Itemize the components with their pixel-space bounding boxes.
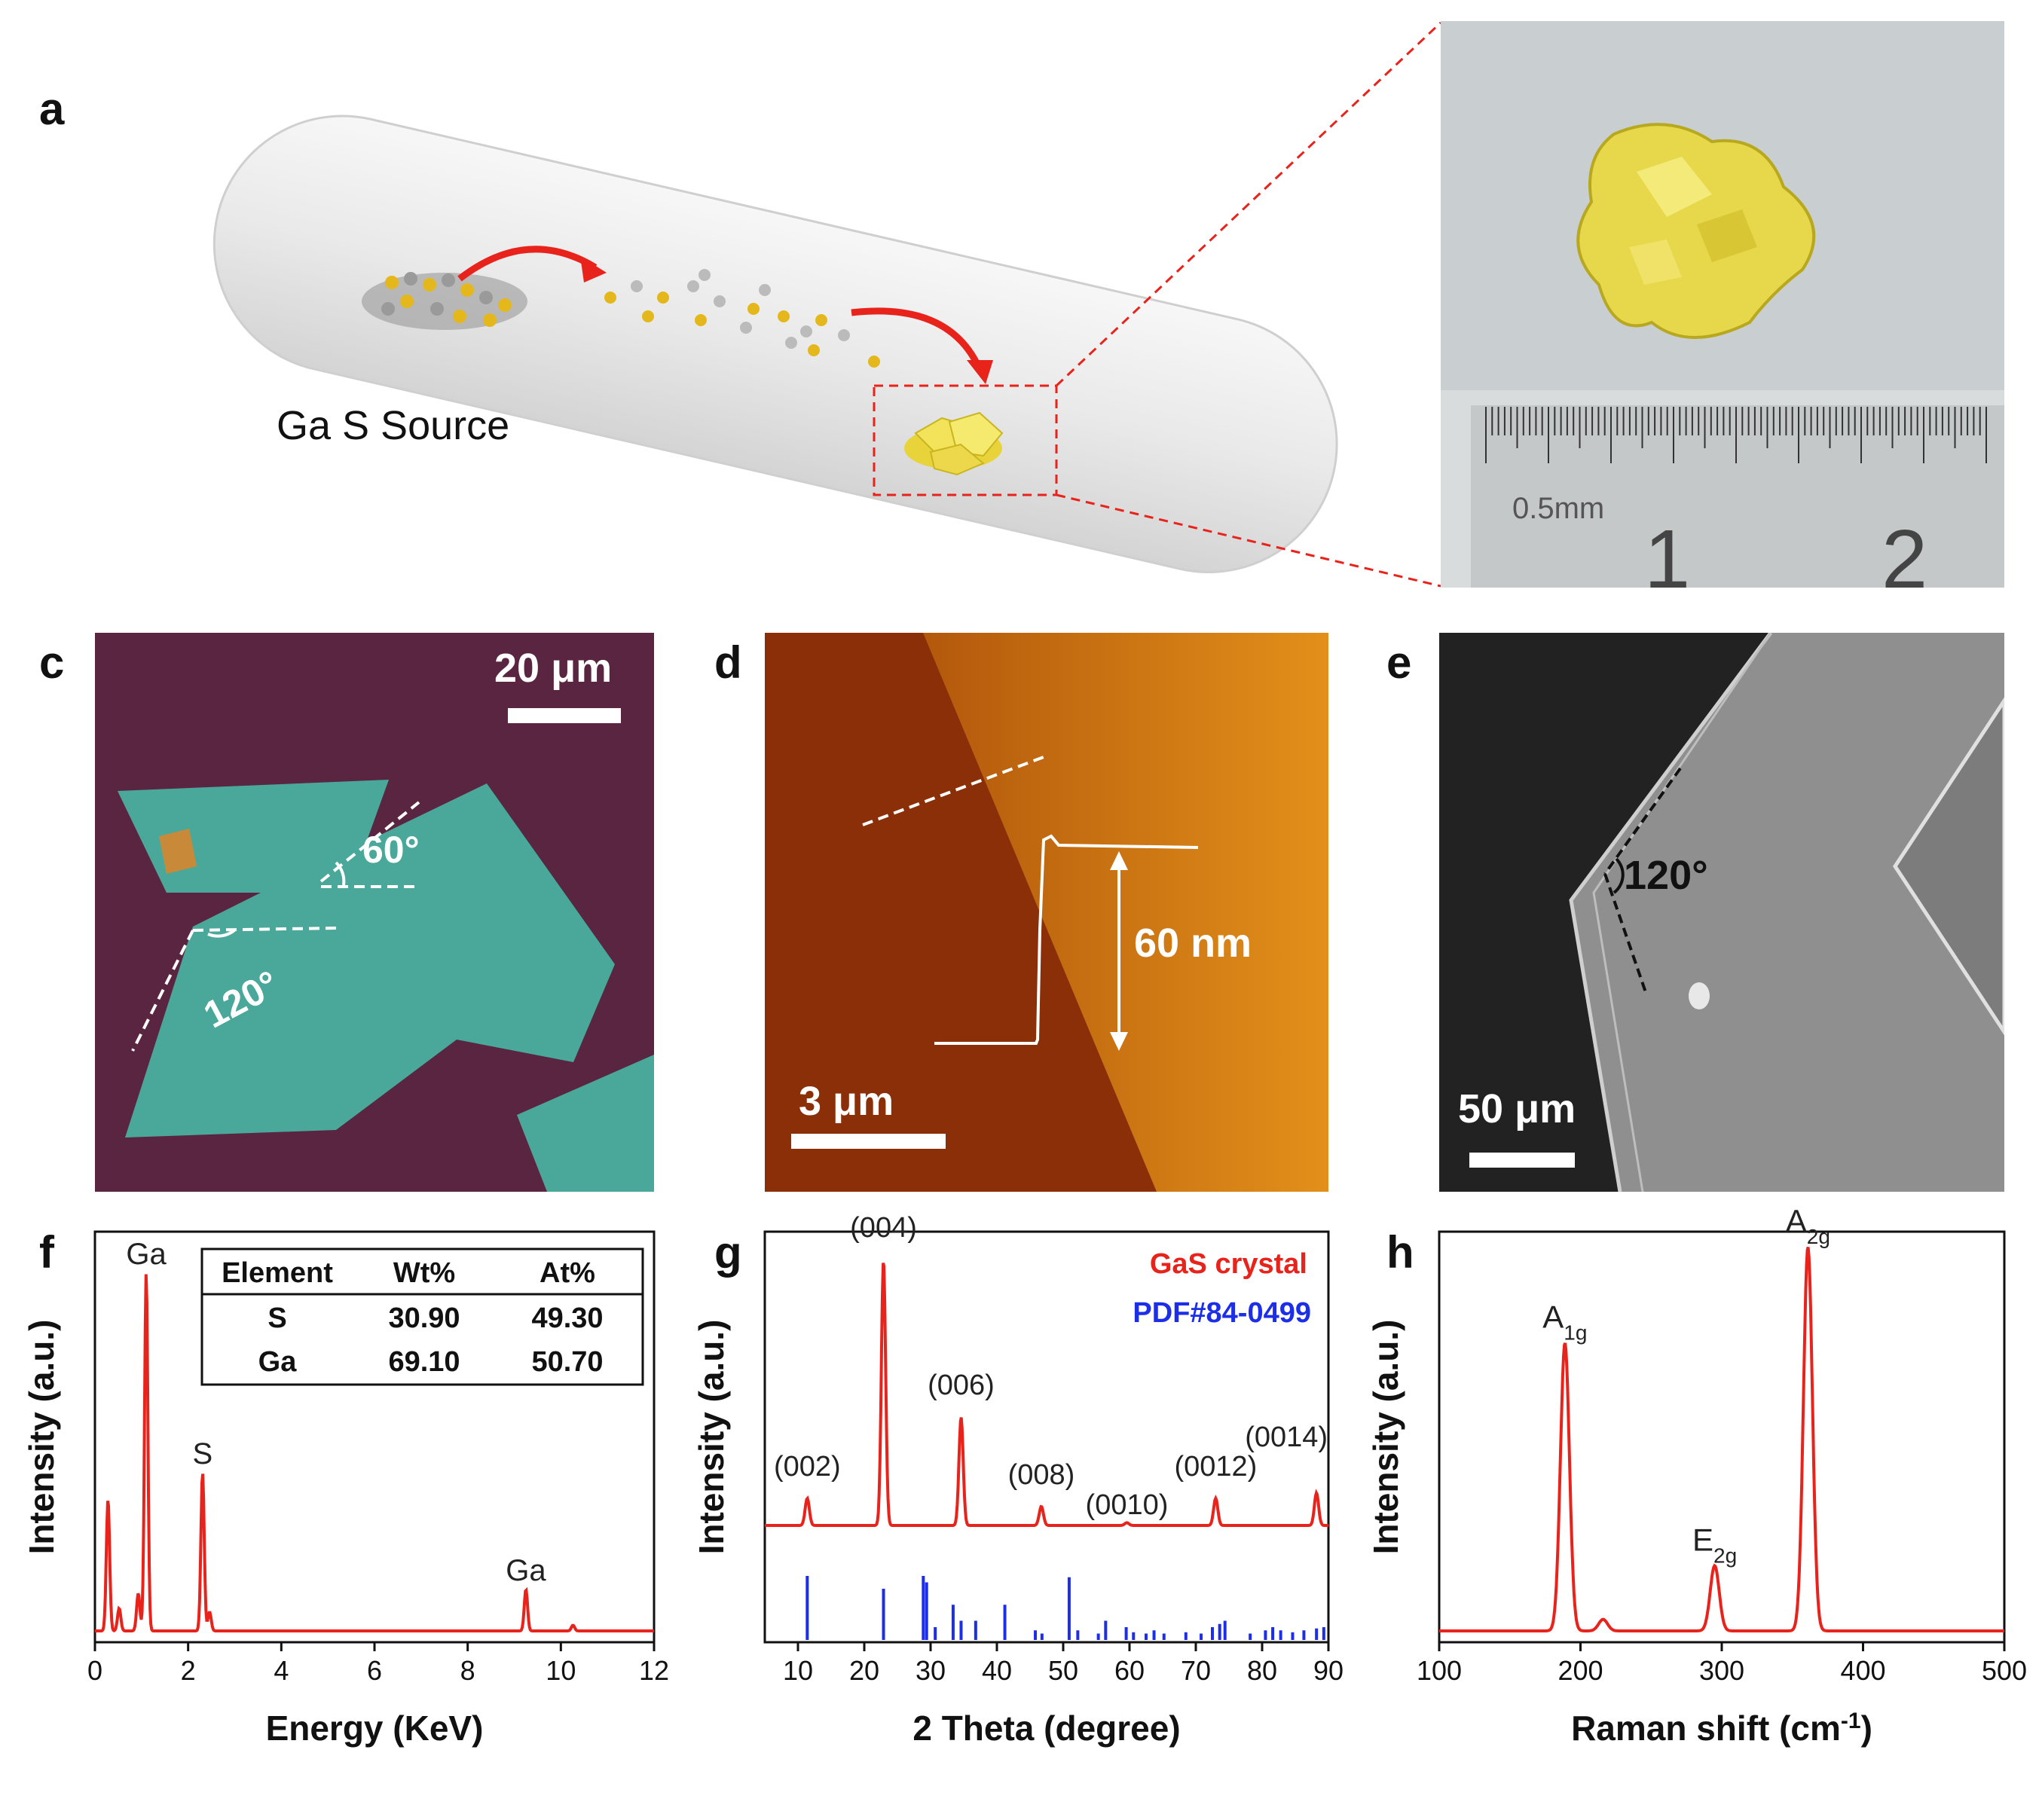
ruler-number-2: 2: [1882, 513, 1927, 588]
chart-f-tick-label: 12: [639, 1655, 669, 1686]
chart-f-tick-label: 4: [274, 1655, 289, 1686]
chart-g-peak-label: (006): [928, 1370, 995, 1401]
chart-h-xlabel: Raman shift (cm-1): [1571, 1709, 1872, 1748]
panel-letter-h: h: [1386, 1227, 1414, 1278]
vapor-particles: [604, 269, 880, 368]
chart-h-tick-label: 500: [1982, 1655, 2027, 1686]
chart-h-tick-label: 300: [1699, 1655, 1744, 1686]
chart-g-peak-label: (0014): [1245, 1421, 1328, 1453]
panel-letter-a: a: [39, 84, 65, 134]
chart-f-table-cell: 30.90: [388, 1302, 460, 1334]
chart-f-ylabel: Intensity (a.u.): [22, 1320, 61, 1555]
scale-bar: [508, 708, 621, 723]
chart-f-tick-label: 6: [367, 1655, 382, 1686]
scale-bar-label: 3 μm: [799, 1079, 894, 1124]
chart-f-tick-label: 2: [181, 1655, 196, 1686]
ruler-number-1: 1: [1644, 513, 1690, 588]
chart-f-peak-label: Ga: [506, 1554, 546, 1587]
scale-bar-label: 20 μm: [494, 646, 612, 691]
chart-h-tick-label: 400: [1840, 1655, 1885, 1686]
ruler: 0.5mm 1 2: [1471, 405, 2004, 588]
chart-h-peak-label: A2g: [1786, 1205, 1830, 1248]
chart-g-tick-label: 60: [1114, 1655, 1145, 1686]
chart-g-peak-label: (0010): [1086, 1489, 1169, 1521]
chart-g-legend-crystal: GaS crystal: [1150, 1248, 1307, 1280]
chart-f-line: [95, 1274, 654, 1632]
chart-f-table-cell: Ga: [258, 1346, 298, 1378]
panel-b-photo: 0.5mm 1 2: [1441, 21, 2004, 588]
chart-g-peak-label: (004): [850, 1212, 917, 1244]
chart-g-tick-label: 30: [916, 1655, 946, 1686]
scale-bar: [791, 1134, 946, 1149]
chart-f-table-cell: 50.70: [531, 1346, 603, 1378]
chart-g-line: [765, 1263, 1328, 1527]
chart-f-table-header: At%: [540, 1257, 595, 1289]
arrow-1: [457, 246, 598, 282]
chart-g-tick-label: 90: [1313, 1655, 1344, 1686]
chart-f-tick-label: 0: [87, 1655, 102, 1686]
panel-letter-f: f: [39, 1227, 54, 1278]
angle-label: 120°: [1624, 853, 1708, 898]
chart-g-tick-label: 40: [982, 1655, 1012, 1686]
arrow-2: [851, 307, 983, 371]
scale-bar: [1469, 1153, 1575, 1168]
panel-c-optical: 60° 120° 20 μm: [95, 633, 654, 1192]
panel-letter-g: g: [714, 1227, 742, 1278]
crystal-cluster: [1576, 123, 1816, 339]
chart-f-table-header: Wt%: [393, 1257, 455, 1289]
height-label: 60 nm: [1134, 921, 1252, 966]
chart-g-tick-label: 80: [1247, 1655, 1277, 1686]
chart-h-ylabel: Intensity (a.u.): [1366, 1320, 1405, 1555]
chart-h-peak-label: E2g: [1692, 1522, 1737, 1567]
crystal-deposit: [904, 411, 1004, 476]
chart-g-tick-label: 10: [783, 1655, 813, 1686]
chart-g-legend-pdf: PDF#84-0499: [1133, 1297, 1311, 1329]
panel-letter-d: d: [714, 637, 742, 688]
quartz-tube: [212, 115, 1338, 573]
chart-g-peak-label: (008): [1008, 1459, 1075, 1491]
chart-g-peak-label: (002): [774, 1451, 841, 1483]
chart-h-tick-label: 100: [1417, 1655, 1462, 1686]
panel-d-afm: 60 nm 3 μm: [765, 633, 1328, 1192]
zoom-box: [873, 384, 1058, 496]
chart-g-tick-label: 70: [1181, 1655, 1211, 1686]
chart-g-ylabel: Intensity (a.u.): [692, 1320, 731, 1555]
panel-letter-c: c: [39, 637, 65, 688]
chart-f-tick-label: 8: [460, 1655, 475, 1686]
chart-h-line: [1439, 1247, 2004, 1632]
chart-g-peak-label: (0012): [1174, 1451, 1257, 1483]
chart-f-peak-label: S: [192, 1437, 212, 1470]
height-profile: [934, 834, 1199, 1045]
chart-g-xlabel: 2 Theta (degree): [912, 1709, 1180, 1748]
ruler-label: 0.5mm: [1512, 492, 1604, 525]
flake-main: [125, 783, 615, 1138]
chart-f-table-cell: S: [267, 1302, 286, 1334]
panel-a-schematic: Ga S Source: [212, 21, 1442, 588]
chart-f-table: [200, 1247, 644, 1386]
panel-letter-e: e: [1386, 637, 1412, 688]
chart-h-frame: [1438, 1230, 2006, 1644]
source-material: [362, 272, 527, 330]
chart-g-tick-label: 20: [849, 1655, 879, 1686]
chart-f-xlabel: Energy (KeV): [266, 1709, 484, 1748]
chart-f-tick-label: 10: [546, 1655, 576, 1686]
chart-h-tick-label: 200: [1557, 1655, 1603, 1686]
chart-f-peak-label: Ga: [126, 1238, 167, 1271]
source-label: Ga S Source: [277, 403, 509, 448]
chart-g-tick-label: 50: [1048, 1655, 1078, 1686]
chart-h-peak-label: A1g: [1542, 1299, 1587, 1345]
chart-f-table-cell: 49.30: [531, 1302, 603, 1334]
scale-bar-label: 50 μm: [1458, 1086, 1576, 1131]
panel-e-sem: 120° 50 μm: [1439, 633, 2004, 1192]
angle-60-label: 60°: [362, 829, 420, 871]
chart-g-frame: [763, 1230, 1330, 1644]
chart-f-table-header: Element: [222, 1257, 333, 1289]
chart-f-table-cell: 69.10: [388, 1346, 460, 1378]
